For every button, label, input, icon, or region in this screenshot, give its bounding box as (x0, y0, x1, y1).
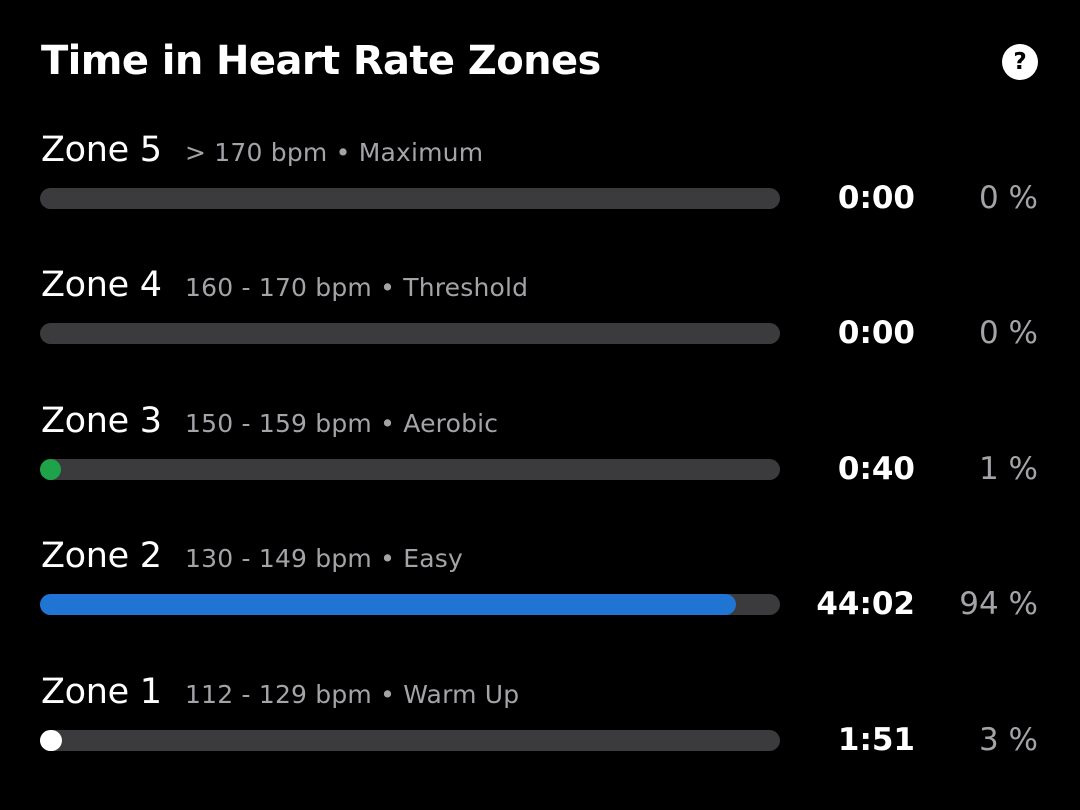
zone-row-3: Zone 3 150 - 159 bpm • Aerobic 0:40 1 % (0, 401, 1080, 511)
zone-percent: 0 % (978, 315, 1038, 351)
zone-row-4: Zone 4 160 - 170 bpm • Threshold 0:00 0 … (0, 265, 1080, 375)
zone-time: 0:00 (837, 180, 915, 216)
zone-row-5: Zone 5 > 170 bpm • Maximum 0:00 0 % (0, 130, 1080, 240)
card-title: Time in Heart Rate Zones (41, 38, 601, 84)
zone-time: 0:40 (837, 451, 915, 487)
zone-progress-track (40, 323, 780, 344)
zone-name: Zone 1 (41, 672, 162, 712)
zone-progress-fill (40, 730, 63, 751)
zone-description: 150 - 159 bpm • Aerobic (185, 409, 499, 438)
zone-progress-fill (40, 594, 736, 615)
zone-name: Zone 5 (41, 130, 162, 170)
zone-percent: 0 % (978, 180, 1038, 216)
zone-description: 112 - 129 bpm • Warm Up (185, 680, 520, 709)
zone-description: > 170 bpm • Maximum (185, 138, 484, 167)
zone-percent: 1 % (978, 451, 1038, 487)
zone-percent: 3 % (978, 722, 1038, 758)
zone-description: 160 - 170 bpm • Threshold (185, 273, 529, 302)
zone-name: Zone 4 (41, 265, 162, 305)
question-mark-icon[interactable]: ? (1002, 44, 1038, 80)
zone-progress-fill (40, 459, 61, 480)
zone-row-2: Zone 2 130 - 149 bpm • Easy 44:02 94 % (0, 536, 1080, 646)
zone-time: 1:51 (837, 722, 915, 758)
zone-time: 0:00 (837, 315, 915, 351)
zone-progress-track (40, 459, 780, 480)
zone-progress-track (40, 730, 780, 751)
zone-name: Zone 3 (41, 401, 162, 441)
zone-row-1: Zone 1 112 - 129 bpm • Warm Up 1:51 3 % (0, 672, 1080, 782)
zone-name: Zone 2 (41, 536, 162, 576)
zone-percent: 94 % (959, 586, 1038, 622)
zone-description: 130 - 149 bpm • Easy (185, 544, 463, 573)
zone-time: 44:02 (816, 586, 915, 622)
zone-progress-track (40, 188, 780, 209)
zone-progress-track (40, 594, 780, 615)
